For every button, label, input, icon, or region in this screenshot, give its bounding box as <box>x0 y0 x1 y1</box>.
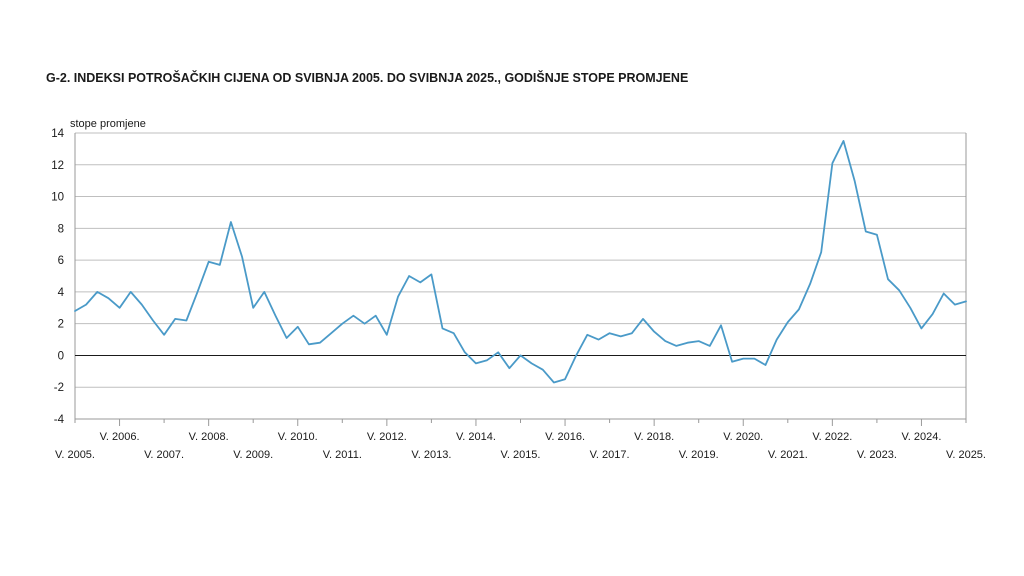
x-tick-label-lower-2023: V. 2023. <box>857 449 897 461</box>
chart-title: G-2. INDEKSI POTROŠAČKIH CIJENA OD SVIBN… <box>46 70 688 85</box>
y-tick-label-10: 10 <box>51 192 64 204</box>
x-tick-label-lower-2019: V. 2019. <box>679 449 719 461</box>
x-tick-label-lower-2009: V. 2009. <box>233 449 273 461</box>
series-line <box>74 139 967 384</box>
y-tick-label-2: 2 <box>58 319 64 331</box>
x-tick-label-upper-2016: V. 2016. <box>545 431 585 443</box>
x-tick-label-lower-2021: V. 2021. <box>768 449 808 461</box>
y-tick-label-6: 6 <box>58 255 64 267</box>
y-tick-label-14: 14 <box>51 128 64 140</box>
gridlines <box>74 132 967 420</box>
x-tick-label-lower-2013: V. 2013. <box>411 449 451 461</box>
x-tick-label-lower-2011: V. 2011. <box>323 449 362 461</box>
x-tick-label-lower-2007: V. 2007. <box>144 449 184 461</box>
y-tick-label--2: -2 <box>54 382 64 394</box>
x-tick-label-upper-2022: V. 2022. <box>812 431 852 443</box>
x-tick-label-lower-2005: V. 2005. <box>55 449 95 461</box>
x-tick-label-upper-2006: V. 2006. <box>100 431 140 443</box>
y-axis-ticks: -4 -2 0 2 4 6 8 10 12 14 <box>51 128 64 426</box>
y-axis-label: stope promjene <box>70 118 146 130</box>
x-tick-label-upper-2024: V. 2024. <box>901 431 941 443</box>
x-tick-label-lower-2025: V. 2025. <box>946 449 986 461</box>
x-tick-label-lower-2017: V. 2017. <box>590 449 630 461</box>
y-tick-label-8: 8 <box>58 223 64 235</box>
x-tick-label-upper-2014: V. 2014. <box>456 431 496 443</box>
x-tick-label-upper-2010: V. 2010. <box>278 431 318 443</box>
x-tick-label-upper-2018: V. 2018. <box>634 431 674 443</box>
series-cpi-annual-rate <box>74 139 967 384</box>
y-tick-label-12: 12 <box>51 160 64 172</box>
x-tick-label-upper-2020: V. 2020. <box>723 431 763 443</box>
y-tick-label-4: 4 <box>58 287 65 299</box>
y-tick-label-0: 0 <box>58 350 64 362</box>
x-axis-ticks: V. 2005. V. 2006. V. 2007. V. 2008. V. 2009.… <box>55 419 986 461</box>
x-tick-label-upper-2012: V. 2012. <box>367 431 407 443</box>
x-tick-label-lower-2015: V. 2015. <box>501 449 541 461</box>
y-tick-label--4: -4 <box>54 414 65 426</box>
x-tick-label-upper-2008: V. 2008. <box>189 431 229 443</box>
